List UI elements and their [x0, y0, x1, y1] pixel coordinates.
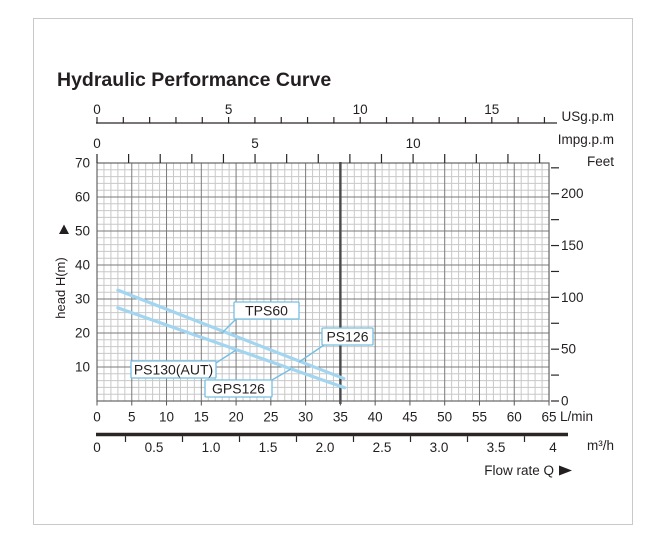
lmin-tick-label: 60 — [507, 410, 522, 425]
lmin-tick-label: 40 — [368, 410, 383, 425]
annotation-label: GPS126 — [212, 381, 265, 397]
impgpm-tick-label: 10 — [406, 136, 421, 151]
lmin-tick-label: 20 — [229, 410, 244, 425]
lmin-tick-label: 30 — [298, 410, 313, 425]
lmin-tick-label: 15 — [194, 410, 209, 425]
curve-ps130(aut)-gps126 — [116, 306, 347, 390]
m3h-unit-label: m³/h — [587, 438, 614, 453]
usgpm-tick-label: 10 — [353, 102, 368, 117]
callout-line — [221, 317, 238, 334]
m3h-tick-label: 1.0 — [202, 440, 221, 455]
curves-layer — [116, 288, 347, 390]
lmin-tick-label: 35 — [333, 410, 348, 425]
feet-tick-label: 150 — [561, 238, 584, 253]
lmin-tick-label: 25 — [263, 410, 278, 425]
feet-tick-label: 0 — [561, 394, 569, 409]
flow-rate-label: Flow rate Q — [484, 463, 554, 478]
annotation-box — [130, 360, 217, 379]
annotation-label: PS126 — [326, 329, 368, 345]
m3h-tick-label: 2.5 — [373, 440, 392, 455]
head-tick-label: 60 — [75, 190, 90, 205]
impgpm-unit-label: Impg.p.m — [558, 132, 614, 147]
m3h-tick-label: 3.5 — [487, 440, 506, 455]
plot-border — [96, 162, 550, 402]
head-tick-label: 40 — [75, 258, 90, 273]
annotation-box — [204, 379, 273, 398]
usgpm-tick-label: 5 — [225, 102, 233, 117]
usgpm-tick-label: 0 — [93, 102, 101, 117]
callout-line — [271, 368, 292, 381]
head-tick-label: 70 — [75, 156, 90, 171]
feet-tick-label: 100 — [561, 290, 584, 305]
lmin-tick-label: 45 — [402, 410, 417, 425]
lmin-tick-label: 65 — [541, 410, 556, 425]
callout-line — [298, 344, 325, 363]
m3h-tick-label: 0.5 — [145, 440, 164, 455]
lmin-tick-label: 55 — [472, 410, 487, 425]
m3h-tick-label: 1.5 — [259, 440, 278, 455]
impgpm-tick-label: 0 — [93, 136, 101, 151]
head-tick-label: 20 — [75, 326, 90, 341]
lmin-tick-label: 5 — [128, 410, 136, 425]
feet-tick-label: 200 — [561, 186, 584, 201]
annotations-layer: TPS60 PS126 PS130(AUT) GPS126 — [130, 301, 374, 398]
lmin-tick-label: 0 — [93, 410, 101, 425]
lmin-tick-label: 50 — [437, 410, 452, 425]
m3h-tick-label: 0 — [93, 440, 101, 455]
annotation-label: PS130(AUT) — [134, 362, 213, 378]
callout-line — [215, 349, 237, 364]
lmin-tick-label: 10 — [159, 410, 174, 425]
impgpm-tick-label: 5 — [251, 136, 259, 151]
usgpm-unit-label: USg.p.m — [561, 109, 614, 124]
figure-panel: Hydraulic Performance Curve 0 5 10 15 0 5 10 70… — [33, 18, 633, 525]
right-arrow-icon — [559, 465, 572, 476]
m3h-tick-label: 4 — [549, 440, 557, 455]
head-tick-label: 50 — [75, 224, 90, 239]
head-axis-label: head H(m) — [53, 257, 68, 318]
m3h-tick-label: 2.0 — [316, 440, 335, 455]
up-arrow-icon — [59, 224, 69, 234]
annotation-box — [233, 301, 300, 320]
head-tick-label: 10 — [75, 360, 90, 375]
head-tick-label: 30 — [75, 292, 90, 307]
performance-chart: Hydraulic Performance Curve 0 5 10 150 5 1070… — [53, 69, 614, 478]
curve-tps60-ps126 — [116, 288, 346, 381]
annotation-label: TPS60 — [245, 303, 288, 319]
feet-tick-label: 50 — [561, 342, 576, 357]
m3h-tick-label: 3.0 — [430, 440, 449, 455]
annotation-box — [321, 327, 374, 346]
usgpm-tick-label: 15 — [484, 102, 499, 117]
lmin-unit-label: L/min — [560, 409, 593, 424]
page-title: Hydraulic Performance Curve — [57, 69, 331, 91]
feet-unit-label: Feet — [587, 154, 614, 169]
